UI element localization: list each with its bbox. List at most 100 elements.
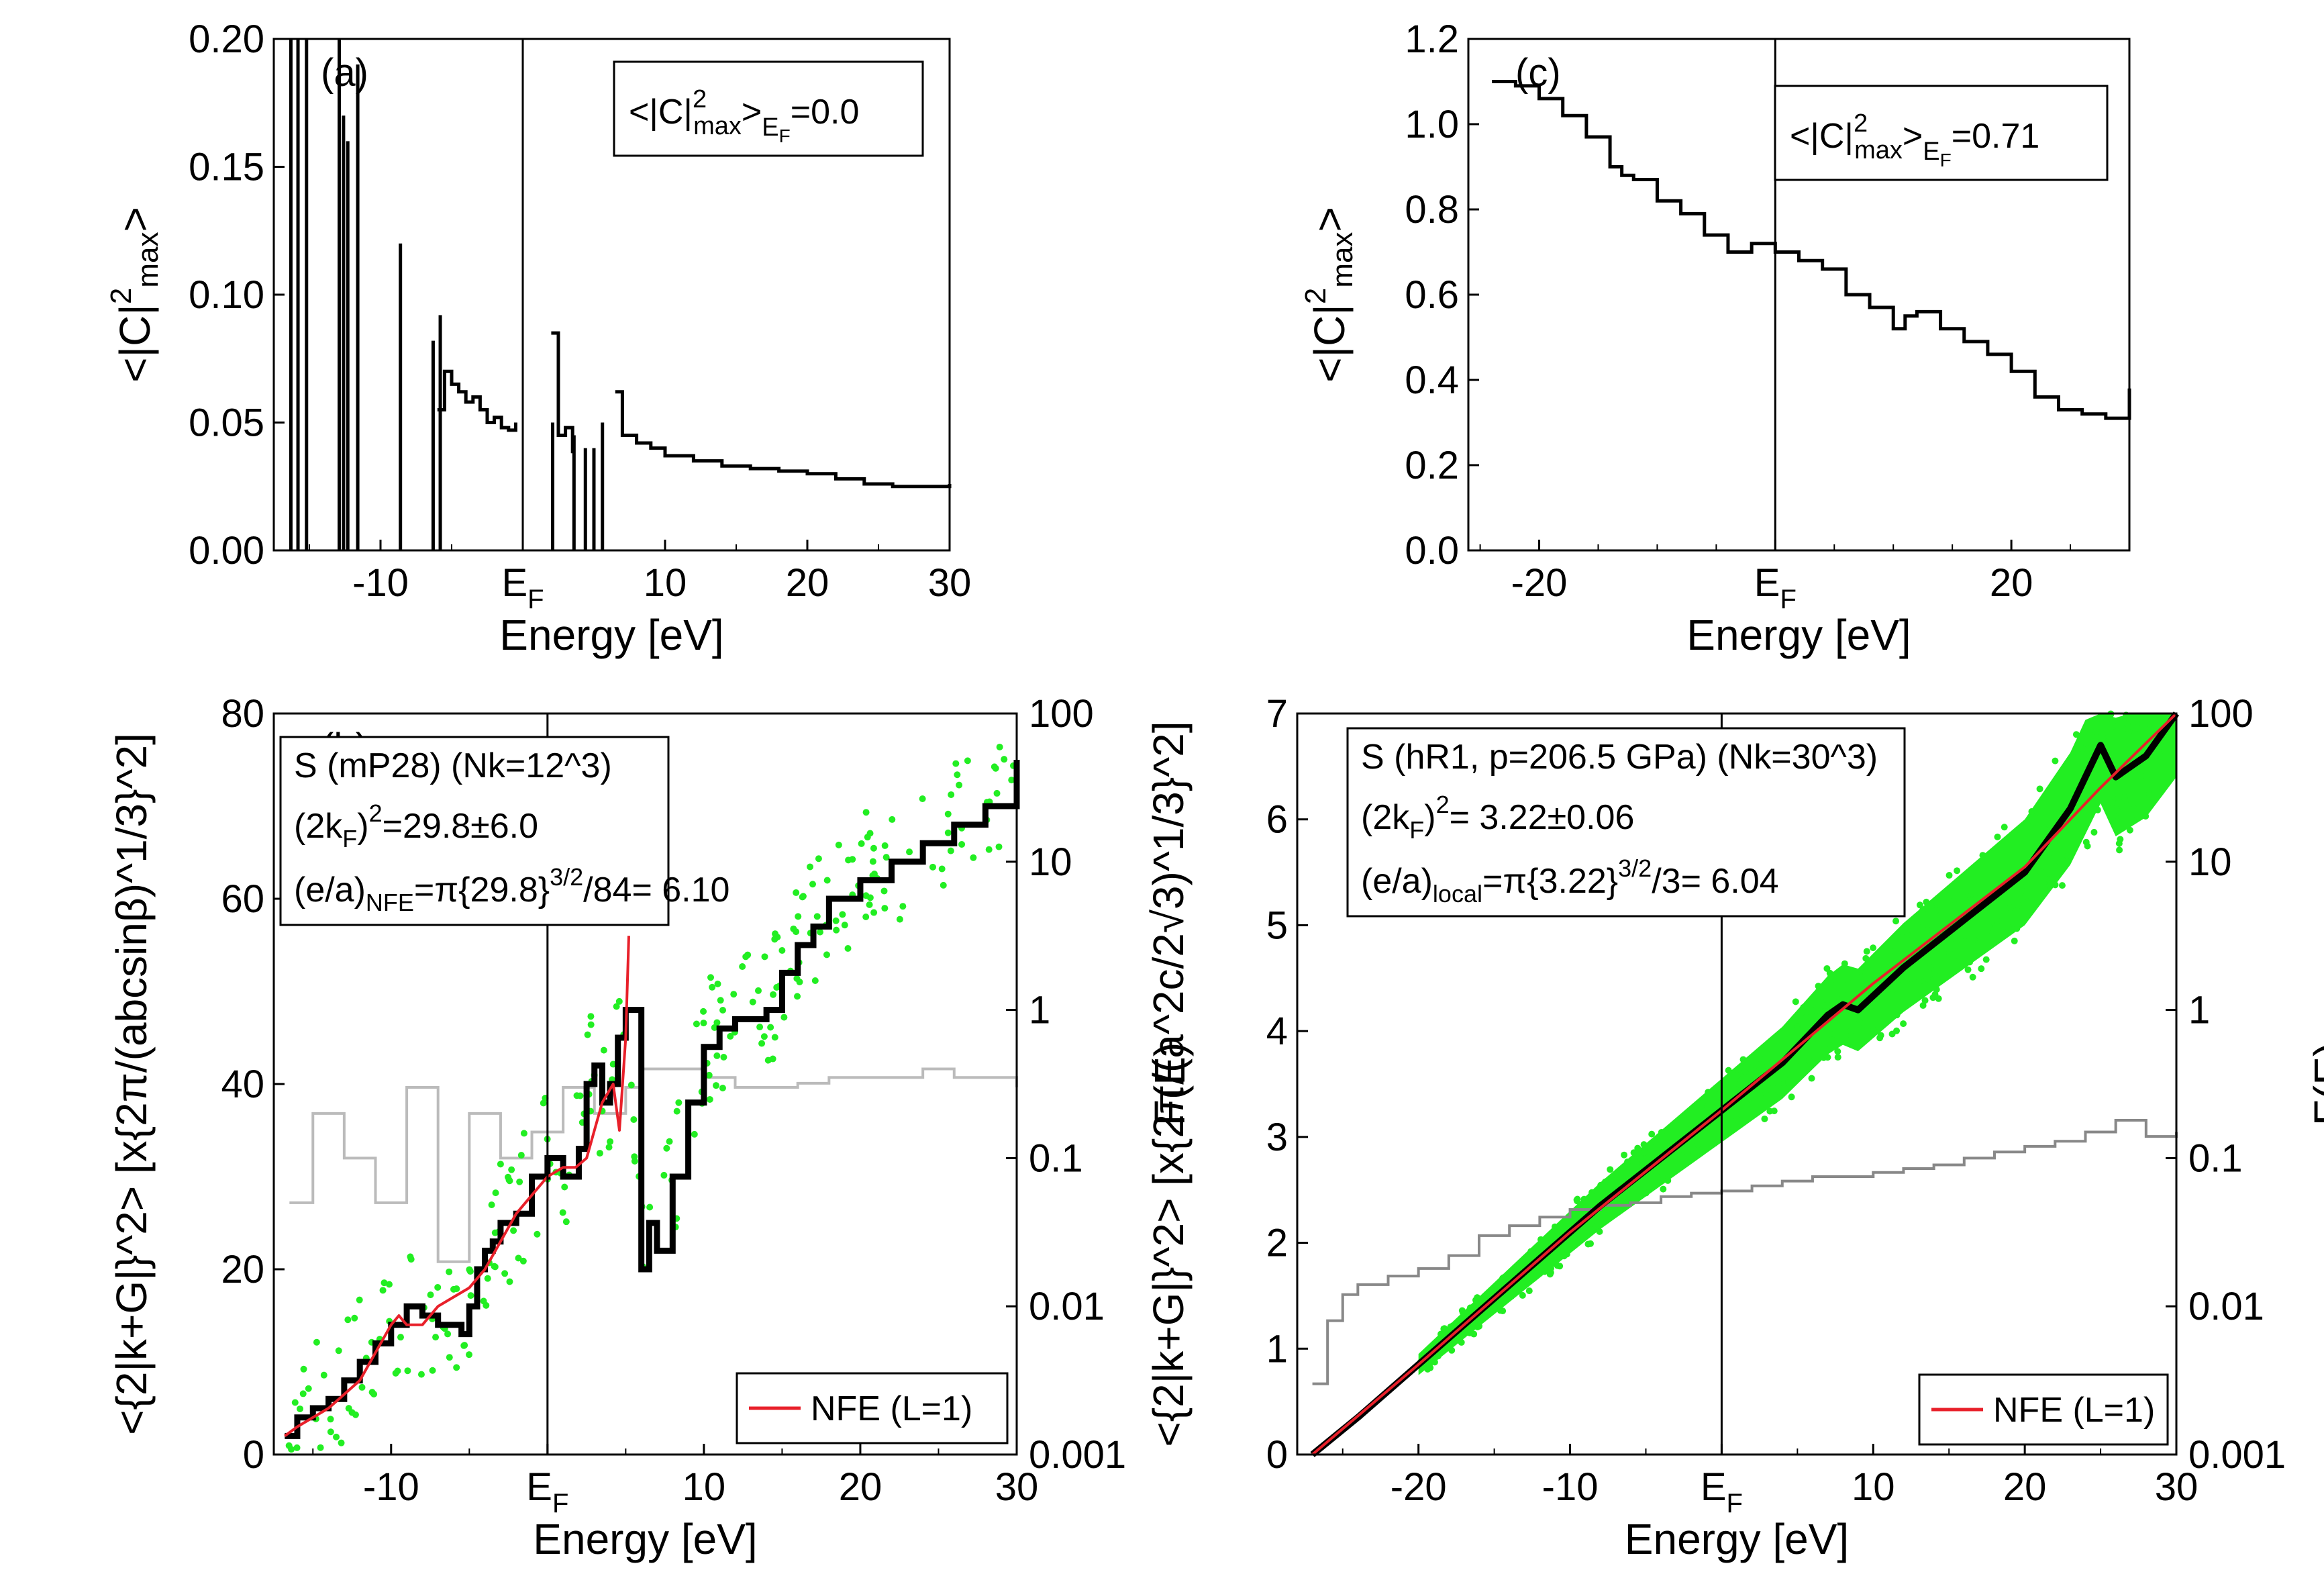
scatter-point [460,1342,468,1349]
y-tick-label: 6 [1266,798,1288,842]
x-tick-label: 30 [2155,1465,2199,1509]
scatter-point [862,913,870,920]
scatter-point [2117,836,2124,843]
scatter-point [1739,1056,1747,1063]
scatter-point [1808,1075,1815,1082]
scatter-point [1466,1329,1474,1336]
scatter-point [596,1150,603,1157]
scatter-point [771,1034,778,1041]
scatter-point [2001,824,2008,831]
scatter-point [944,829,952,836]
scatter-point [705,1071,713,1079]
scatter-point [719,1085,726,1092]
scatter-point [823,951,830,958]
scatter-point [446,1354,453,1361]
scatter-point [631,1157,638,1165]
scatter-point [1733,1071,1741,1079]
scatter-point [1964,966,1972,973]
scatter-point [813,913,821,920]
scatter-point [1674,1149,1682,1157]
scatter-point [1848,1027,1855,1034]
scatter-point [952,760,960,767]
scatter-point [1770,1079,1777,1087]
scatter-point [1800,1003,1807,1011]
scatter-point [484,1275,491,1282]
scatter-point [849,856,856,863]
scatter-point [2094,806,2101,814]
scatter-point [516,1178,523,1185]
scatter-point [333,1433,340,1440]
scatter-point [2094,769,2102,776]
scatter-point [505,1176,513,1183]
scatter-point [1608,1176,1615,1183]
scatter-point [1950,896,1958,903]
scatter-point [466,1266,473,1273]
info-line-3: (e/a)NFE=π{29.8}3/2/84= 6.10 [294,863,729,916]
y-tick-label: 20 [221,1248,264,1291]
scatter-point [869,858,876,865]
scatter-point [2123,720,2131,728]
x-tick-label: -10 [1542,1465,1599,1509]
scatter-point [609,1061,617,1068]
scatter-point [1602,1178,1609,1185]
scatter-point [1893,1027,1901,1034]
scatter-point [2110,722,2117,730]
scatter-point [1866,1004,1874,1012]
scatter-point [1862,969,1870,977]
scatter-point [1815,983,1822,990]
scatter-point [1826,969,1833,977]
scatter-point [1545,1238,1552,1245]
scatter-point [793,928,800,936]
scatter-point [2008,897,2015,905]
scatter-point [1927,963,1934,971]
scatter-point [587,1021,595,1028]
scatter-point [1809,1037,1816,1044]
scatter-point [1448,1346,1456,1354]
scatter-point [1845,990,1852,997]
scatter-point [392,1369,399,1377]
scatter-point [770,991,777,998]
scatter-point [1828,981,1835,989]
series-line-seg2 [551,331,574,454]
scatter-point [1426,1361,1433,1368]
scatter-point [754,987,762,994]
scatter-point [881,842,889,849]
scatter-point [1552,1254,1559,1261]
y2-tick-label: 10 [2188,840,2232,884]
x-tick-label: 30 [928,561,972,605]
scatter-point [870,870,878,877]
scatter-point [1899,928,1906,936]
scatter-point [1979,852,1986,859]
scatter-point [1978,866,1985,873]
scatter-point [2127,796,2134,803]
scatter-point [2058,882,2066,889]
scatter-point [938,865,946,873]
scatter-point [993,789,1001,797]
scatter-point [866,830,874,837]
x-tick-label: -20 [1391,1465,1447,1509]
y-tick-label: 0.15 [189,146,264,189]
scatter-point [2087,726,2094,734]
scatter-point [2085,786,2092,793]
scatter-point [1830,1030,1837,1038]
scatter-point [2046,882,2054,889]
scatter-point [1624,1159,1631,1166]
scatter-point [844,945,852,952]
scatter-point [1946,872,1953,879]
scatter-point [995,843,1003,850]
scatter-point [711,1024,718,1031]
y2-tick-label: 1 [1029,989,1050,1032]
scatter-point [1560,1252,1568,1260]
scatter-point [1921,997,1929,1004]
scatter-point [584,1031,591,1038]
y-tick-label: 1.0 [1405,103,1459,146]
scatter-point [2131,805,2138,812]
scatter-point [1574,1197,1581,1205]
legend-label: NFE (L=1) [1993,1391,2155,1430]
scatter-point [1705,1089,1712,1096]
scatter-point [1841,960,1848,967]
x-tick-label: 20 [786,561,829,605]
x-axis-label: Energy [eV] [533,1515,757,1563]
scatter-point [1684,1150,1691,1157]
scatter-point [432,1334,440,1341]
